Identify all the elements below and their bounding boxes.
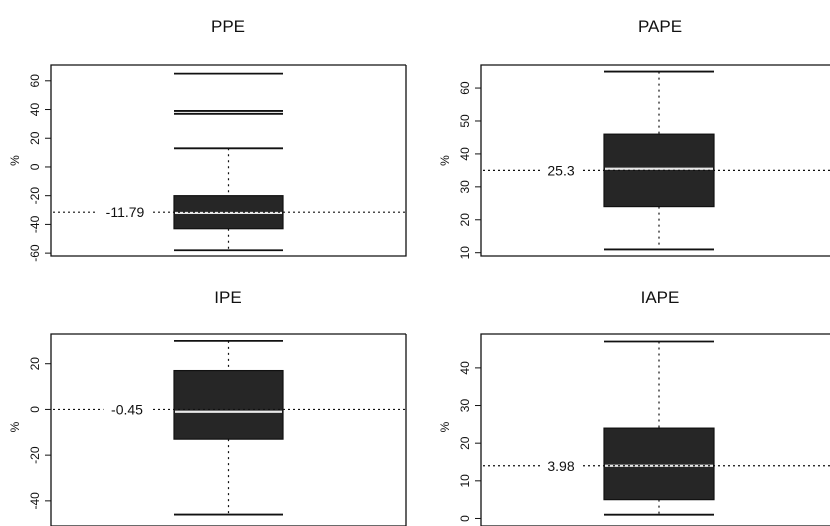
pape-plot-frame [480, 64, 830, 257]
iape-ytick-label: 40 [458, 361, 472, 375]
iape-reference-label-bg [541, 457, 581, 474]
pape-ytick-label: 20 [458, 213, 472, 227]
pape-ytick-label: 40 [458, 147, 472, 161]
iape-ytick-label: 10 [458, 474, 472, 488]
iape-ytick-label: 30 [458, 399, 472, 413]
pape-reference-label-bg [541, 162, 581, 179]
iape-ytick-label: 0 [458, 515, 472, 522]
ipe-chart-title: IPE [214, 288, 241, 307]
iape-ytick-label: 20 [458, 436, 472, 450]
ppe-ytick-label: -60 [28, 244, 42, 262]
pape-y-axis-label: % [438, 155, 452, 166]
ppe-chart-title: PPE [211, 17, 245, 36]
ipe-reference-label: -0.45 [111, 401, 143, 417]
ipe-ytick-label: 20 [28, 357, 42, 371]
pape-ytick-label: 30 [458, 180, 472, 194]
iape-box [603, 427, 715, 501]
iape-reference-label: 3.98 [547, 458, 574, 474]
pape-reference-label: 25.3 [547, 162, 574, 178]
ipe-plot-frame [50, 333, 407, 526]
ppe-ytick-label: -40 [28, 215, 42, 233]
ipe-ytick-label: -40 [28, 492, 42, 510]
ppe-plot-frame [50, 64, 407, 257]
ppe-reference-label-bg [97, 204, 153, 221]
iape-y-axis-label: % [438, 421, 452, 432]
ppe-ytick-label: 20 [28, 131, 42, 145]
pape-ytick-label: 60 [458, 81, 472, 95]
iape-chart-title: IAPE [641, 288, 680, 307]
ppe-reference-label: -11.79 [106, 204, 145, 220]
ppe-ytick-label: 0 [28, 163, 42, 170]
pape-chart-title: PAPE [638, 17, 682, 36]
ipe-y-axis-label: % [8, 421, 22, 432]
ppe-ytick-label: -20 [28, 187, 42, 205]
ppe-y-axis-label: % [8, 155, 22, 166]
ppe-ytick-label: 60 [28, 74, 42, 88]
ipe-reference-label-bg [103, 401, 151, 418]
ipe-ytick-label: -20 [28, 446, 42, 464]
ppe-ytick-label: 40 [28, 103, 42, 117]
iape-plot-frame [480, 333, 830, 526]
pape-ytick-label: 10 [458, 246, 472, 260]
ipe-box [173, 369, 284, 440]
ipe-ytick-label: 0 [28, 406, 42, 413]
pape-ytick-label: 50 [458, 114, 472, 128]
